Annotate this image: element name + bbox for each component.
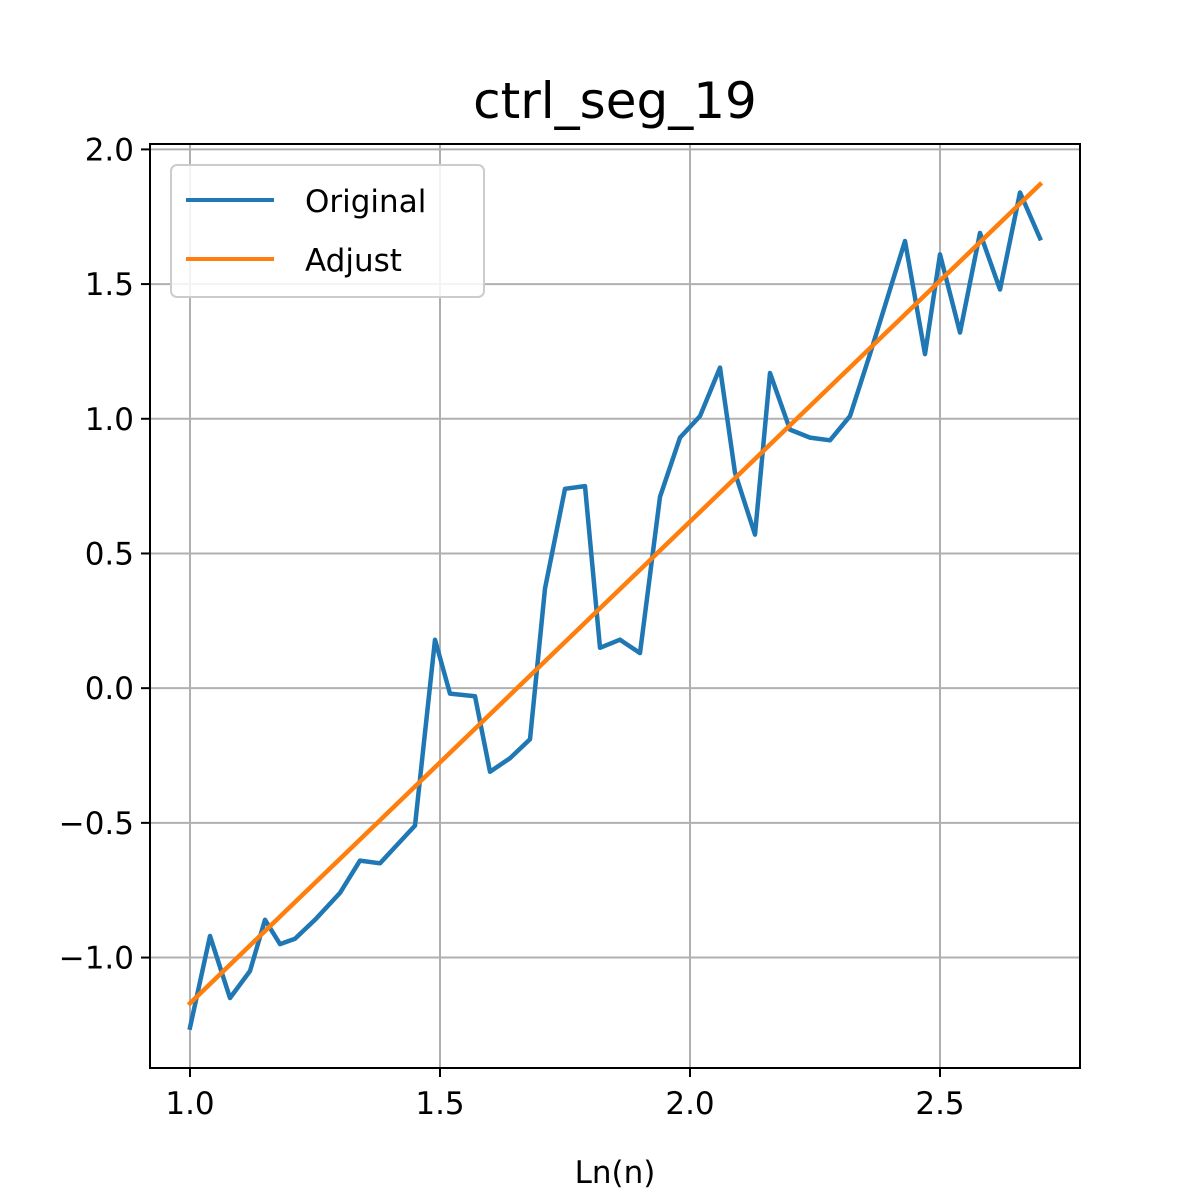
y-tick-label: 1.5: [85, 267, 134, 303]
y-tick-label: −0.5: [59, 806, 134, 842]
x-tick-label: 2.0: [665, 1086, 714, 1122]
x-axis-label: Ln(n): [575, 1155, 656, 1191]
series-line-original: [187, 190, 1043, 1031]
y-tick-label: −1.0: [59, 941, 134, 977]
plot-frame: [149, 143, 1081, 1069]
series-lines: [186, 181, 1044, 1031]
y-tick-label: 0.0: [85, 671, 134, 707]
axis-ticks: 1.0 1.5 2.0 2.5 −1.0 −0.5 0.0 0.5 1.0 1.5 2.0: [59, 132, 965, 1122]
x-tick-label: 1.0: [165, 1086, 214, 1122]
legend: Original Adjust: [170, 164, 485, 298]
gridlines: [150, 144, 1080, 1068]
x-tick-label: 1.5: [415, 1086, 464, 1122]
x-tick-label: 2.5: [915, 1086, 964, 1122]
legend-label-original: Original: [305, 184, 426, 220]
y-tick-label: 2.0: [85, 132, 134, 168]
y-tick-label: 1.0: [85, 402, 134, 438]
legend-label-adjust: Adjust: [305, 243, 402, 279]
chart-title: ctrl_seg_19: [473, 72, 757, 130]
series-line-adjust: [186, 181, 1044, 1007]
y-tick-label: 0.5: [85, 536, 134, 572]
